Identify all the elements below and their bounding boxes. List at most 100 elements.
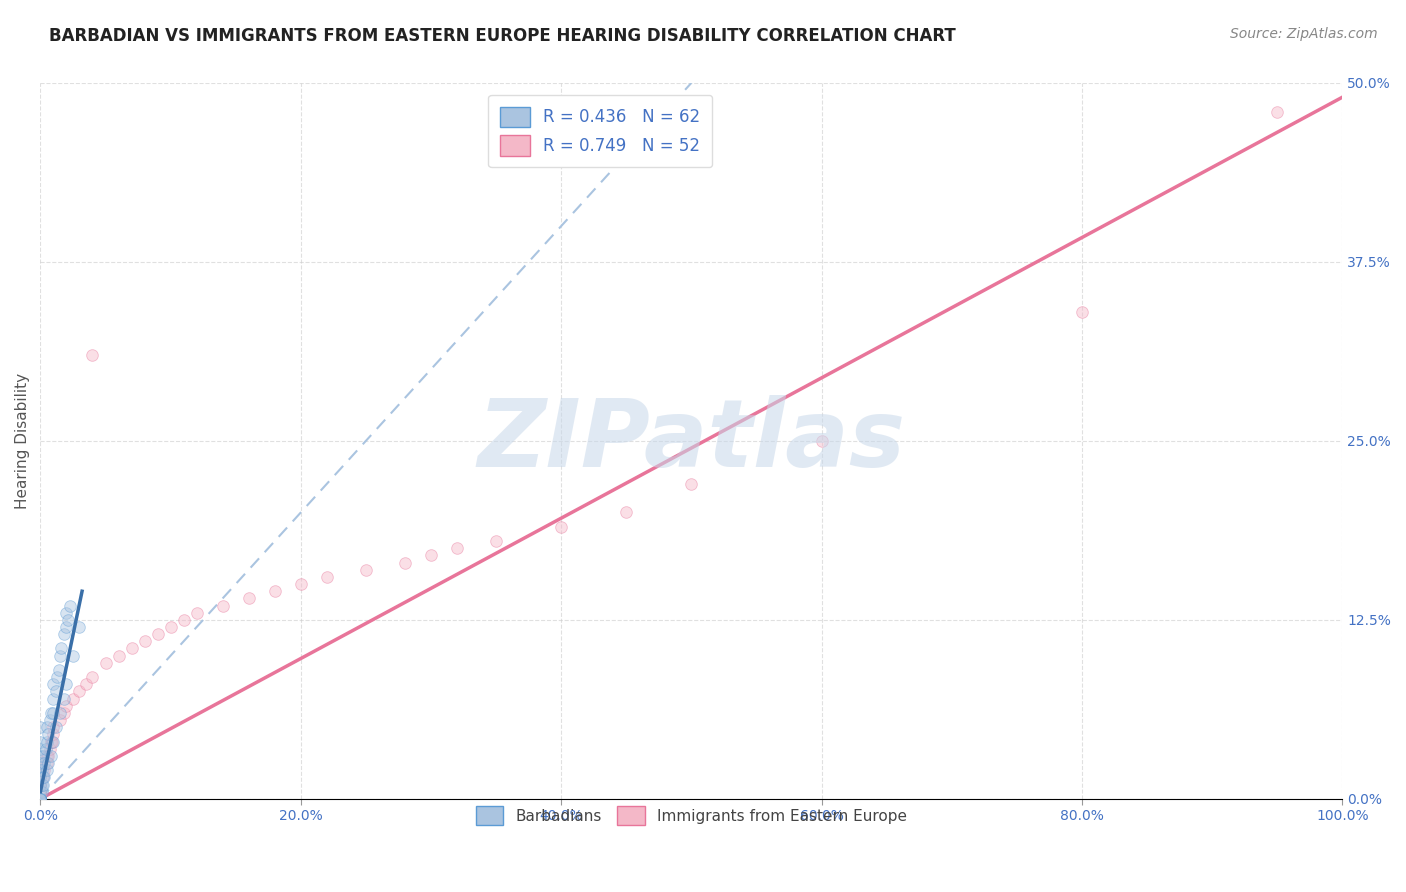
Point [134, 634, 156, 648]
Point [1265, 104, 1288, 119]
Point [30, 785, 52, 799]
Point [810, 434, 832, 448]
Point [1070, 305, 1092, 319]
Point [94, 656, 117, 670]
Point [31, 763, 53, 777]
Point [48, 663, 70, 677]
Point [30, 792, 52, 806]
Point [173, 613, 195, 627]
Point [39, 748, 62, 763]
Point [30, 734, 52, 748]
Point [30, 792, 52, 806]
Point [37, 727, 59, 741]
Text: Source: ZipAtlas.com: Source: ZipAtlas.com [1230, 27, 1378, 41]
Point [37, 748, 59, 763]
Point [681, 476, 703, 491]
Point [30, 770, 52, 784]
Point [55, 698, 77, 713]
Point [34, 756, 56, 770]
Point [37, 756, 59, 770]
Point [49, 706, 72, 720]
Point [30, 763, 52, 777]
Point [42, 734, 65, 748]
Point [82, 348, 104, 362]
Point [62, 691, 84, 706]
Point [52, 627, 75, 641]
Point [69, 620, 91, 634]
Point [49, 713, 72, 727]
Point [30, 777, 52, 791]
Point [35, 748, 58, 763]
Point [45, 720, 67, 734]
Point [55, 606, 77, 620]
Point [42, 720, 65, 734]
Point [35, 734, 58, 748]
Point [34, 770, 56, 784]
Point [30, 763, 52, 777]
Point [30, 792, 52, 806]
Point [42, 691, 65, 706]
Point [30, 763, 52, 777]
Point [290, 577, 312, 591]
Point [32, 770, 55, 784]
Point [35, 720, 58, 734]
Point [41, 734, 63, 748]
Point [614, 506, 637, 520]
Point [315, 570, 337, 584]
Point [30, 785, 52, 799]
Point [34, 741, 56, 756]
Point [30, 792, 52, 806]
Point [34, 763, 56, 777]
Point [550, 520, 572, 534]
Point [30, 792, 52, 806]
Point [42, 727, 65, 741]
Point [30, 792, 52, 806]
Point [39, 706, 62, 720]
Point [30, 792, 52, 806]
Point [32, 748, 55, 763]
Point [32, 770, 55, 784]
Point [30, 792, 52, 806]
Point [30, 763, 52, 777]
Point [186, 606, 208, 620]
Y-axis label: Hearing Disability: Hearing Disability [15, 373, 30, 509]
Point [485, 534, 508, 549]
Point [75, 677, 97, 691]
Point [146, 627, 169, 641]
Point [30, 792, 52, 806]
Point [30, 792, 52, 806]
Point [51, 641, 73, 656]
Point [38, 713, 60, 727]
Text: BARBADIAN VS IMMIGRANTS FROM EASTERN EUROPE HEARING DISABILITY CORRELATION CHART: BARBADIAN VS IMMIGRANTS FROM EASTERN EUR… [49, 27, 956, 45]
Point [30, 792, 52, 806]
Point [30, 720, 52, 734]
Point [30, 741, 52, 756]
Point [30, 777, 52, 791]
Point [52, 691, 75, 706]
Point [420, 549, 443, 563]
Point [354, 563, 377, 577]
Point [30, 770, 52, 784]
Point [45, 684, 67, 698]
Point [52, 706, 75, 720]
Point [30, 792, 52, 806]
Point [31, 785, 53, 799]
Point [30, 792, 52, 806]
Point [263, 584, 285, 599]
Point [46, 670, 69, 684]
Point [59, 599, 82, 613]
Point [238, 591, 260, 606]
Point [42, 706, 65, 720]
Point [211, 599, 233, 613]
Point [62, 648, 84, 663]
Point [39, 734, 62, 748]
Point [69, 684, 91, 698]
Point [30, 756, 52, 770]
Point [31, 777, 53, 791]
Point [30, 792, 52, 806]
Point [446, 541, 468, 556]
Point [30, 792, 52, 806]
Point [82, 670, 104, 684]
Point [49, 648, 72, 663]
Point [30, 792, 52, 806]
